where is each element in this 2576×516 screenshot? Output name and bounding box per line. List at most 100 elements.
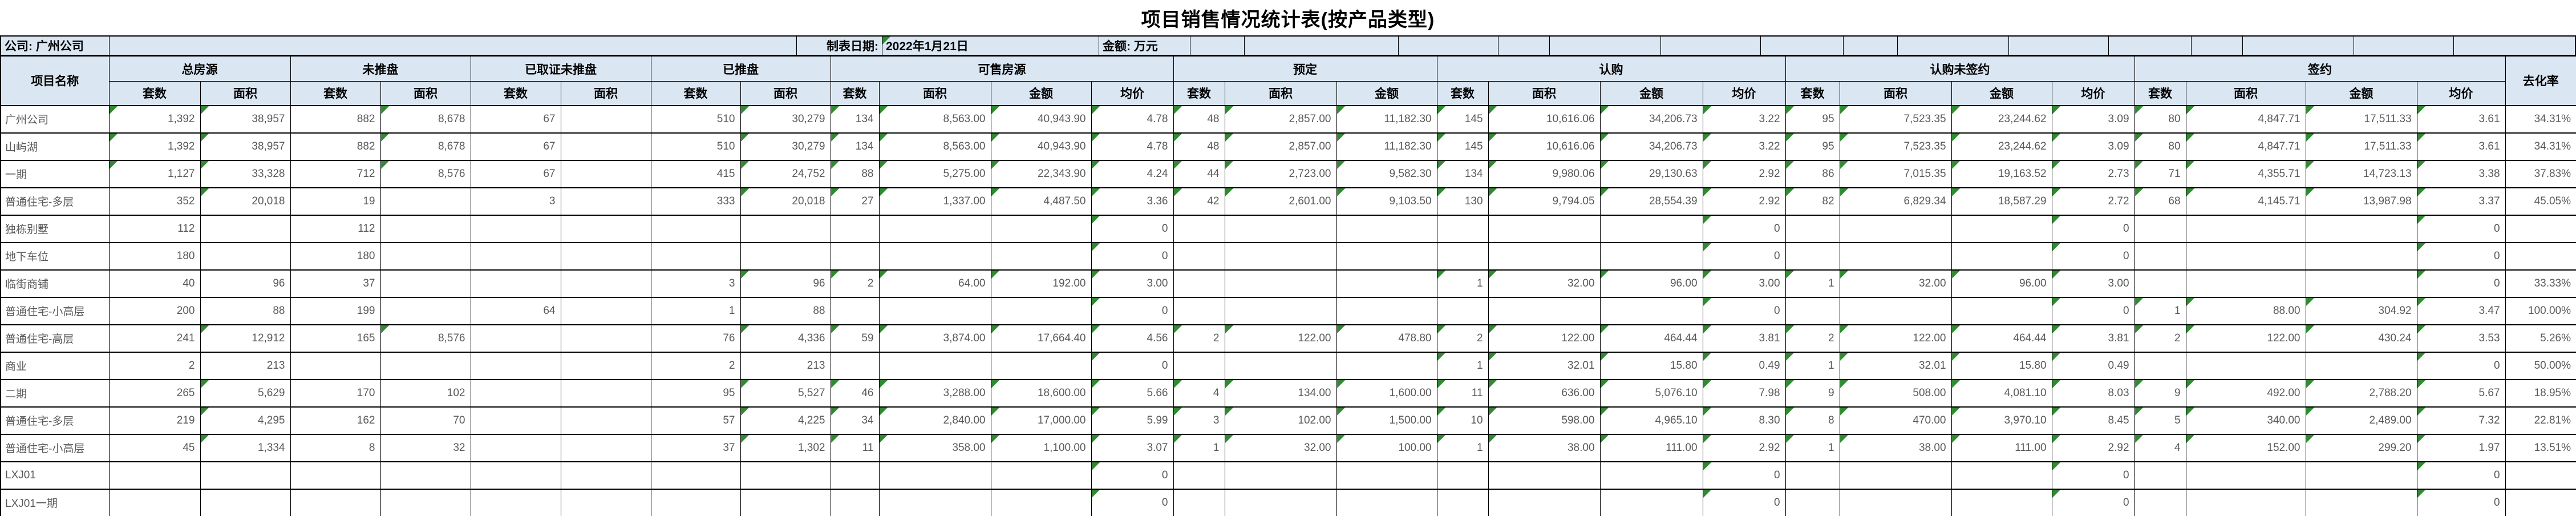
row-label-cell[interactable]: 普通住宅-高层 <box>0 324 110 353</box>
data-cell[interactable]: 0 <box>1702 489 1786 516</box>
data-cell[interactable] <box>380 461 471 490</box>
data-cell[interactable]: 2,840.00 <box>878 406 991 435</box>
data-cell[interactable]: 2,857.00 <box>1224 105 1337 134</box>
data-cell[interactable]: 2,857.00 <box>1224 132 1337 161</box>
data-cell[interactable]: 4,965.10 <box>1599 406 1703 435</box>
data-cell[interactable]: 23,244.62 <box>1951 105 2052 134</box>
data-cell[interactable]: 122.00 <box>1488 324 1601 353</box>
data-cell[interactable] <box>470 242 561 271</box>
data-cell[interactable]: 11,182.30 <box>1336 132 1437 161</box>
data-cell[interactable] <box>830 242 880 271</box>
data-cell[interactable]: 8 <box>290 434 381 462</box>
data-cell[interactable]: 192.00 <box>990 269 1092 298</box>
data-cell[interactable] <box>1436 215 1489 243</box>
data-cell[interactable]: 340.00 <box>2185 406 2306 435</box>
data-cell[interactable] <box>878 461 991 490</box>
data-cell[interactable] <box>560 105 651 134</box>
data-cell[interactable]: 32.00 <box>1224 434 1337 462</box>
company-cell[interactable]: 公司: 广州公司 <box>1 37 110 55</box>
data-cell[interactable] <box>470 269 561 298</box>
data-cell[interactable]: 112 <box>290 215 381 243</box>
spacer-cell[interactable] <box>1761 37 1844 55</box>
data-cell[interactable]: 102 <box>380 379 471 408</box>
data-cell[interactable]: 38,957 <box>200 132 291 161</box>
data-cell[interactable] <box>380 242 471 271</box>
data-cell[interactable]: 14,723.13 <box>2305 160 2417 188</box>
data-cell[interactable]: 18.95% <box>2505 379 2576 408</box>
data-cell[interactable]: 200 <box>108 297 201 325</box>
data-cell[interactable]: 80 <box>2134 105 2186 134</box>
data-cell[interactable] <box>740 242 831 271</box>
group-header[interactable]: 认购 <box>1436 56 1786 82</box>
data-cell[interactable]: 1,600.00 <box>1336 379 1437 408</box>
data-cell[interactable] <box>1488 242 1601 271</box>
data-cell[interactable] <box>878 242 991 271</box>
data-cell[interactable]: 1,500.00 <box>1336 406 1437 435</box>
row-label-cell[interactable]: 普通住宅-小高层 <box>0 434 110 462</box>
data-cell[interactable]: 0 <box>1091 297 1174 325</box>
data-cell[interactable] <box>2185 242 2306 271</box>
data-cell[interactable]: 145 <box>1436 132 1489 161</box>
spacer-cell[interactable] <box>1661 37 1761 55</box>
data-cell[interactable] <box>830 297 880 325</box>
row-label-cell[interactable]: 地下车位 <box>0 242 110 271</box>
data-cell[interactable] <box>1224 489 1337 516</box>
sub-header[interactable]: 套数 <box>830 81 880 106</box>
data-cell[interactable]: 18,587.29 <box>1951 187 2052 216</box>
data-cell[interactable]: 88 <box>740 297 831 325</box>
data-cell[interactable] <box>830 461 880 490</box>
data-cell[interactable] <box>1951 242 2052 271</box>
data-cell[interactable]: 2,788.20 <box>2305 379 2417 408</box>
sub-header[interactable]: 套数 <box>2134 81 2186 106</box>
data-cell[interactable]: 4,847.71 <box>2185 105 2306 134</box>
data-cell[interactable] <box>1951 461 2052 490</box>
data-cell[interactable]: 4,225 <box>740 406 831 435</box>
spacer-cell[interactable] <box>2109 37 2192 55</box>
data-cell[interactable]: 1,334 <box>200 434 291 462</box>
data-cell[interactable]: 2.73 <box>2051 160 2135 188</box>
data-cell[interactable] <box>2505 215 2576 243</box>
data-cell[interactable]: 0 <box>2416 461 2506 490</box>
data-cell[interactable]: 17,000.00 <box>990 406 1092 435</box>
data-cell[interactable]: 165 <box>290 324 381 353</box>
sub-header[interactable]: 面积 <box>740 81 831 106</box>
sub-header[interactable]: 面积 <box>1488 81 1601 106</box>
data-cell[interactable]: 4,847.71 <box>2185 132 2306 161</box>
data-cell[interactable] <box>1599 297 1703 325</box>
data-cell[interactable]: 3.00 <box>2051 269 2135 298</box>
data-cell[interactable]: 8.45 <box>2051 406 2135 435</box>
data-cell[interactable]: 3.61 <box>2416 105 2506 134</box>
data-cell[interactable]: 100.00 <box>1336 434 1437 462</box>
spacer-cell[interactable] <box>2454 37 2576 55</box>
data-cell[interactable]: 0 <box>2051 489 2135 516</box>
data-cell[interactable]: 712 <box>290 160 381 188</box>
data-cell[interactable] <box>470 215 561 243</box>
data-cell[interactable]: 3.53 <box>2416 324 2506 353</box>
data-cell[interactable]: 5.99 <box>1091 406 1174 435</box>
data-cell[interactable]: 38.00 <box>1839 434 1952 462</box>
data-cell[interactable]: 122.00 <box>1839 324 1952 353</box>
sub-header[interactable]: 套数 <box>1436 81 1489 106</box>
data-cell[interactable]: 112 <box>108 215 201 243</box>
data-cell[interactable]: 3 <box>470 187 561 216</box>
data-cell[interactable] <box>470 352 561 380</box>
spacer-cell[interactable] <box>1898 37 2009 55</box>
data-cell[interactable]: 8.30 <box>1702 406 1786 435</box>
data-cell[interactable]: 20,018 <box>740 187 831 216</box>
data-cell[interactable] <box>740 215 831 243</box>
data-cell[interactable]: 4 <box>2134 434 2186 462</box>
data-cell[interactable] <box>1336 242 1437 271</box>
data-cell[interactable]: 32.01 <box>1488 352 1601 380</box>
data-cell[interactable] <box>990 461 1092 490</box>
data-cell[interactable]: 0 <box>2416 242 2506 271</box>
data-cell[interactable]: 18,600.00 <box>990 379 1092 408</box>
data-cell[interactable]: 28,554.39 <box>1599 187 1703 216</box>
data-cell[interactable] <box>1785 297 1840 325</box>
data-cell[interactable]: 1,100.00 <box>990 434 1092 462</box>
data-cell[interactable]: 44 <box>1173 160 1225 188</box>
data-cell[interactable] <box>1785 215 1840 243</box>
sub-header[interactable]: 套数 <box>1173 81 1225 106</box>
data-cell[interactable]: 10,616.06 <box>1488 105 1601 134</box>
data-cell[interactable] <box>2305 461 2417 490</box>
data-cell[interactable]: 30,279 <box>740 132 831 161</box>
